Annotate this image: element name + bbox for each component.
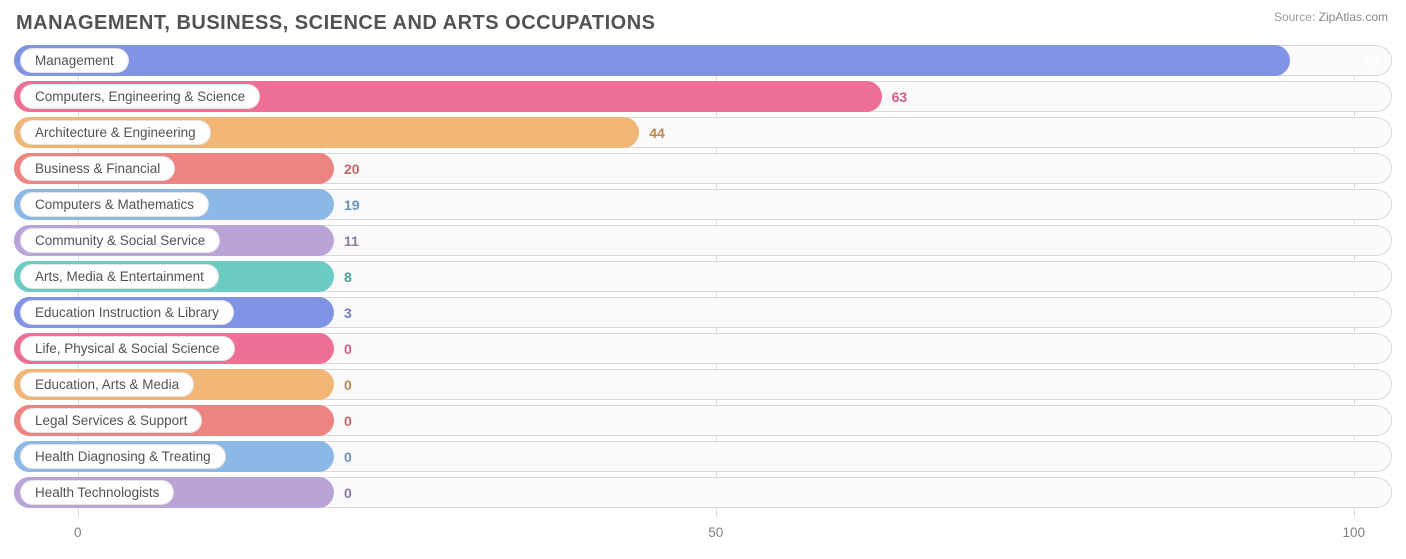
bar-row: Education Instruction & Library 3 [14, 297, 1392, 328]
bar-category-label: Business & Financial [20, 156, 175, 181]
bar-category-label: Legal Services & Support [20, 408, 202, 433]
bar-category-label: Architecture & Engineering [20, 120, 211, 145]
bar-value-label: 95 [1354, 45, 1380, 76]
bar-category-label: Arts, Media & Entertainment [20, 264, 219, 289]
x-tick-label: 100 [1342, 525, 1365, 540]
bar-value-label: 0 [334, 333, 352, 364]
bar-row: Computers, Engineering & Science 63 [14, 81, 1392, 112]
bar-fill [14, 45, 1290, 76]
bar-value-label: 63 [882, 81, 908, 112]
x-tick-label: 0 [74, 525, 82, 540]
bar-row: Education, Arts & Media 0 [14, 369, 1392, 400]
x-axis: 0 50 100 [14, 523, 1392, 545]
bar-value-label: 0 [334, 441, 352, 472]
bar-value-label: 19 [334, 189, 360, 220]
bar-row: Legal Services & Support 0 [14, 405, 1392, 436]
source-value: ZipAtlas.com [1319, 10, 1388, 24]
chart-title: MANAGEMENT, BUSINESS, SCIENCE AND ARTS O… [14, 8, 1392, 45]
bar-value-label: 8 [334, 261, 352, 292]
source-label: Source: [1274, 10, 1315, 24]
bar-row: Business & Financial 20 [14, 153, 1392, 184]
bar-category-label: Health Technologists [20, 480, 174, 505]
plot-area: Management 95 Computers, Engineering & Sci… [14, 45, 1392, 545]
bar-value-label: 44 [639, 117, 665, 148]
bar-row: Health Technologists 0 [14, 477, 1392, 508]
chart-container: MANAGEMENT, BUSINESS, SCIENCE AND ARTS O… [0, 0, 1406, 559]
source-attribution: Source: ZipAtlas.com [1274, 10, 1388, 24]
bar-category-label: Education Instruction & Library [20, 300, 234, 325]
bar-row: Community & Social Service 11 [14, 225, 1392, 256]
bar-category-label: Computers, Engineering & Science [20, 84, 260, 109]
bar-value-label: 0 [334, 477, 352, 508]
x-tick-label: 50 [708, 525, 723, 540]
bar-value-label: 0 [334, 369, 352, 400]
bar-category-label: Health Diagnosing & Treating [20, 444, 226, 469]
bar-row: Architecture & Engineering 44 [14, 117, 1392, 148]
bar-row: Health Diagnosing & Treating 0 [14, 441, 1392, 472]
bar-row: Management 95 [14, 45, 1392, 76]
bar-category-label: Education, Arts & Media [20, 372, 194, 397]
bar-category-label: Life, Physical & Social Science [20, 336, 235, 361]
bar-value-label: 20 [334, 153, 360, 184]
bar-row: Life, Physical & Social Science 0 [14, 333, 1392, 364]
bar-value-label: 0 [334, 405, 352, 436]
bar-category-label: Management [20, 48, 129, 73]
bar-value-label: 11 [334, 225, 359, 256]
bar-row: Computers & Mathematics 19 [14, 189, 1392, 220]
bar-category-label: Community & Social Service [20, 228, 220, 253]
bar-category-label: Computers & Mathematics [20, 192, 209, 217]
bar-row: Arts, Media & Entertainment 8 [14, 261, 1392, 292]
bars-layer: Management 95 Computers, Engineering & Sci… [14, 45, 1392, 517]
bar-value-label: 3 [334, 297, 352, 328]
